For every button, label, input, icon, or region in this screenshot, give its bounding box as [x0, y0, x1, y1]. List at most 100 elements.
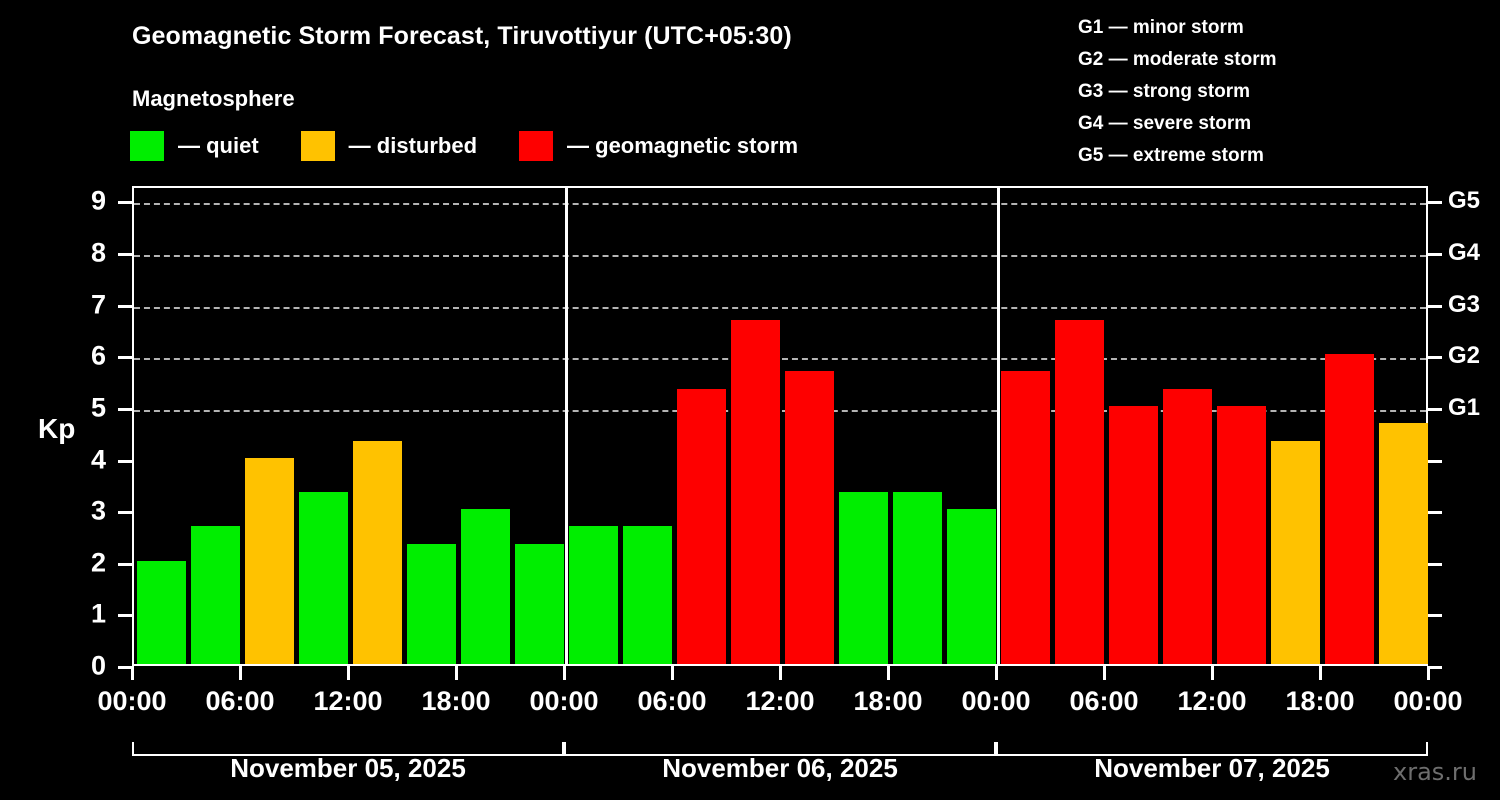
day-separator-2: [996, 188, 1000, 664]
y-tick-right-4: [1428, 459, 1442, 463]
legend-label-geomagnetic-storm: — geomagnetic storm: [567, 133, 799, 158]
day-bracket-3: [996, 742, 1428, 756]
y-tick-label-4: 4: [90, 444, 106, 475]
y-tick-label-5: 5: [90, 392, 106, 423]
bar[interactable]: [406, 543, 456, 664]
x-tick-3: [454, 666, 458, 680]
bar[interactable]: [244, 457, 294, 664]
legend-item-disturbed: — disturbed: [300, 131, 477, 161]
bar[interactable]: [838, 492, 888, 664]
y-tick-right-6: [1428, 356, 1442, 360]
x-tick-label-10: 12:00: [1177, 686, 1247, 716]
g-axis-label-g4: G4: [1448, 239, 1481, 267]
x-tick-9: [1102, 666, 1106, 680]
bar[interactable]: [892, 492, 942, 664]
x-tick-12: [1426, 666, 1430, 680]
y-tick-6: [118, 356, 132, 360]
bar[interactable]: [514, 543, 564, 664]
g-axis-label-g5: G5: [1448, 187, 1481, 215]
gridline-kp-7: [134, 306, 1426, 309]
bar[interactable]: [190, 526, 240, 664]
magnetosphere-label: Magnetosphere: [132, 86, 295, 111]
y-tick-right-2: [1428, 562, 1442, 566]
watermark: xras.ru: [1393, 758, 1477, 786]
bar[interactable]: [460, 509, 510, 664]
bar[interactable]: [1216, 405, 1266, 664]
x-tick-1: [238, 666, 242, 680]
y-tick-8: [118, 253, 132, 257]
y-tick-right-3: [1428, 511, 1442, 515]
x-tick-label-4: 00:00: [529, 686, 599, 716]
y-tick-3: [118, 511, 132, 515]
legend-label-quiet: — quiet: [178, 133, 259, 158]
g-scale-row-g2: G2 — moderate storm: [1078, 49, 1277, 70]
bar[interactable]: [1270, 440, 1320, 664]
y-tick-2: [118, 562, 132, 566]
bar[interactable]: [1162, 388, 1212, 664]
gridline-kp-6: [134, 358, 1426, 361]
bar[interactable]: [946, 509, 996, 664]
day-label-2: November 06, 2025: [662, 753, 898, 783]
bar[interactable]: [1324, 354, 1374, 664]
y-tick-label-1: 1: [90, 598, 106, 629]
gridline-kp-9: [134, 203, 1426, 206]
y-tick-label-6: 6: [90, 340, 106, 371]
bar[interactable]: [730, 319, 780, 664]
gridline-kp-5: [134, 409, 1426, 412]
x-tick-6: [778, 666, 782, 680]
g-scale-row-g5: G5 — extreme storm: [1078, 145, 1264, 166]
x-tick-2: [346, 666, 350, 680]
y-tick-7: [118, 304, 132, 308]
x-tick-label-12: 00:00: [1393, 686, 1463, 716]
x-tick-label-1: 06:00: [205, 686, 275, 716]
y-tick-label-7: 7: [90, 289, 106, 320]
y-tick-right-8: [1428, 253, 1442, 257]
x-tick-label-7: 18:00: [853, 686, 923, 716]
day-bracket-2: [564, 742, 996, 756]
bar[interactable]: [622, 526, 672, 664]
x-tick-4: [562, 666, 566, 680]
x-tick-10: [1210, 666, 1214, 680]
x-tick-8: [994, 666, 998, 680]
g-scale-legend: G1 — minor storm G2 — moderate storm G3 …: [1078, 12, 1277, 172]
bar[interactable]: [1054, 319, 1104, 664]
day-label-3: November 07, 2025: [1094, 753, 1330, 783]
y-tick-9: [118, 201, 132, 205]
g-axis-label-g3: G3: [1448, 290, 1481, 318]
x-tick-7: [886, 666, 890, 680]
bar[interactable]: [676, 388, 726, 664]
y-tick-label-0: 0: [90, 650, 106, 681]
bar[interactable]: [352, 440, 402, 664]
legend-item-geomagnetic-storm: — geomagnetic storm: [519, 131, 798, 161]
legend-item-quiet: — quiet: [130, 131, 259, 161]
bar[interactable]: [298, 492, 348, 664]
y-tick-0: [118, 666, 132, 669]
bar[interactable]: [568, 526, 618, 664]
x-tick-label-2: 12:00: [313, 686, 383, 716]
magnetosphere-legend: — quiet — disturbed — geomagnetic storm: [130, 131, 840, 161]
x-tick-label-8: 00:00: [961, 686, 1031, 716]
x-tick-label-11: 18:00: [1285, 686, 1355, 716]
y-tick-right-9: [1428, 201, 1442, 205]
y-tick-5: [118, 407, 132, 411]
bar[interactable]: [784, 371, 834, 664]
legend-swatch-disturbed: [300, 131, 335, 161]
bar[interactable]: [1108, 405, 1158, 664]
bar[interactable]: [136, 560, 186, 664]
day-separator-1: [564, 188, 568, 664]
y-tick-right-0: [1428, 666, 1442, 669]
x-tick-label-6: 12:00: [745, 686, 815, 716]
x-tick-label-9: 06:00: [1069, 686, 1139, 716]
g-axis-label-g1: G1: [1448, 393, 1481, 421]
y-axis-title: Kp: [38, 413, 76, 444]
gridline-kp-8: [134, 255, 1426, 258]
y-tick-label-3: 3: [90, 495, 106, 526]
y-tick-1: [118, 614, 132, 618]
bar[interactable]: [1378, 422, 1428, 664]
legend-swatch-geomagnetic-storm: [519, 131, 554, 161]
y-tick-right-7: [1428, 304, 1442, 308]
g-scale-row-g1: G1 — minor storm: [1078, 17, 1244, 38]
bar[interactable]: [1000, 371, 1050, 664]
page-title: Geomagnetic Storm Forecast, Tiruvottiyur…: [132, 22, 792, 50]
legend-swatch-quiet: [130, 131, 164, 161]
